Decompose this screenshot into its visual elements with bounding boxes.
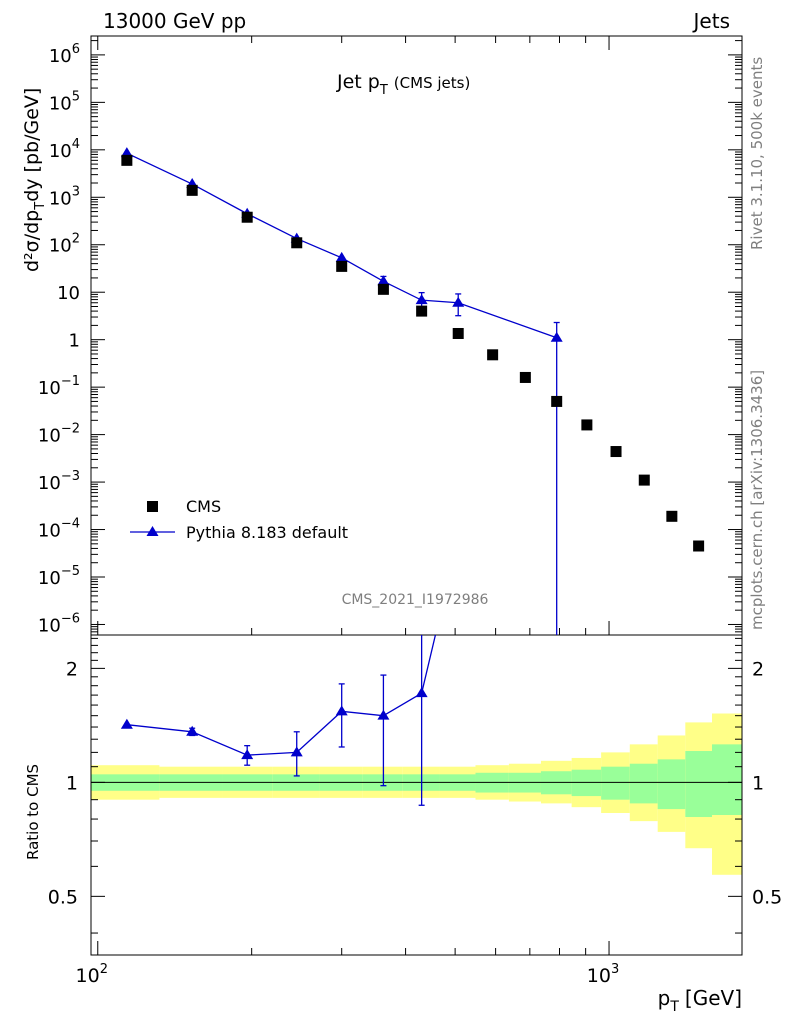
y-tick-label: 103 <box>49 184 80 209</box>
ratio-tick-label-right: 2 <box>752 658 764 680</box>
ratio-band-inner <box>601 766 630 800</box>
data-point <box>186 184 198 196</box>
header-right: Jets <box>692 9 730 33</box>
data-point <box>241 211 253 223</box>
ratio-band-inner <box>571 769 602 797</box>
mc-ratio-point <box>120 718 133 729</box>
rivet-label: Rivet 3.1.10, 500k events <box>748 57 766 250</box>
legend-data-label: CMS <box>186 497 221 516</box>
mc-ratio-point <box>335 705 348 716</box>
y-tick-label: 105 <box>49 89 80 114</box>
mc-ratio-point <box>241 749 254 760</box>
mc-point <box>415 294 428 305</box>
mc-series-ratio <box>120 268 563 806</box>
x-tick-label: 102 <box>76 962 108 987</box>
mc-point <box>452 296 465 307</box>
y-tick-label: 10−6 <box>38 611 80 636</box>
y-tick-label: 10−3 <box>38 469 80 494</box>
mc-series-main <box>120 147 563 635</box>
data-point <box>121 154 133 166</box>
ratio-tick-label-right: 0.5 <box>752 886 782 908</box>
data-point <box>693 540 705 552</box>
y-tick-label: 10−1 <box>38 374 80 399</box>
y-tick-label: 104 <box>49 137 80 162</box>
y-tick-label: 10−2 <box>38 422 80 447</box>
mc-ratio-point <box>186 725 199 736</box>
y-tick-label: 10−5 <box>38 564 80 589</box>
axis-ticks <box>91 36 742 955</box>
y-tick-label: 102 <box>49 232 80 257</box>
main-plot-frame <box>90 35 743 636</box>
ratio-band-inner <box>657 759 686 810</box>
legend-mc-marker <box>146 526 159 536</box>
mc-point <box>377 275 390 286</box>
ratio-tick-label-right: 1 <box>752 772 764 794</box>
mc-ratio-point <box>551 268 563 278</box>
data-point <box>638 474 650 486</box>
ratio-tick-label-left: 2 <box>66 658 78 680</box>
ratio-band-inner <box>712 744 742 815</box>
y-tick-label: 106 <box>49 42 80 67</box>
mc-ratio-point <box>415 687 428 698</box>
y-tick-label: 10−4 <box>38 517 80 542</box>
ratio-bands <box>91 713 742 875</box>
data-point <box>291 237 303 249</box>
mc-ratio-point <box>290 746 303 757</box>
legend-mc-label: Pythia 8.183 default <box>186 523 348 542</box>
header-left: 13000 GeV pp <box>103 9 246 33</box>
data-point <box>610 446 622 458</box>
ratio-band-inner <box>629 763 658 804</box>
ratio-y-label: Ratio to CMS <box>24 764 42 860</box>
data-point <box>581 419 593 431</box>
legend: CMS Pythia 8.183 default <box>130 497 348 542</box>
data-point <box>519 371 531 383</box>
data-series-main <box>121 154 705 552</box>
data-point <box>377 283 389 295</box>
data-point <box>452 327 464 339</box>
mc-point <box>120 147 133 158</box>
y-tick-label: 10 <box>57 283 80 304</box>
data-point <box>487 349 499 361</box>
x-tick-label: 103 <box>587 962 619 987</box>
mc-point <box>335 251 348 262</box>
y-axis-label: d²σ/dpTdy [pb/GeV] <box>21 88 48 272</box>
data-point <box>666 510 678 522</box>
data-point <box>551 395 563 407</box>
ratio-tick-label-left: 1 <box>66 772 78 794</box>
analysis-id: CMS_2021_I1972986 <box>342 592 489 608</box>
y-tick-label: 1 <box>69 331 80 352</box>
mc-point <box>550 331 563 342</box>
axis-tick-labels: 102 10310610510410310210110−110−210−310−4… <box>38 42 782 987</box>
ratio-plot-frame <box>90 634 743 956</box>
data-point <box>336 260 348 272</box>
data-point <box>416 305 428 317</box>
mc-ratio-point <box>452 533 464 543</box>
mc-ratio-point <box>377 709 390 720</box>
plot-title: Jet pT (CMS jets) <box>336 71 470 98</box>
mcplots-label: mcplots.cern.ch [arXiv:1306.3436] <box>748 370 766 630</box>
x-axis-label: pT [GeV] <box>658 986 742 1015</box>
ratio-band-inner <box>685 751 713 818</box>
legend-data-marker <box>147 501 158 512</box>
ratio-tick-label-left: 0.5 <box>48 886 78 908</box>
